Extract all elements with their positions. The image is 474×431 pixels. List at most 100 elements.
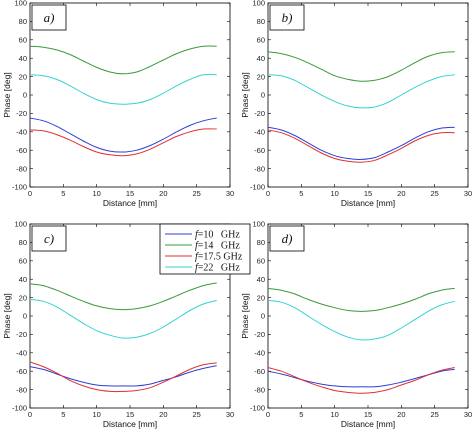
x-tick-label: 30 <box>464 410 472 419</box>
x-tick-label: 20 <box>159 410 167 419</box>
x-tick-label: 10 <box>92 410 100 419</box>
y-tick-label: -20 <box>254 330 265 339</box>
x-tick-label: 15 <box>364 410 372 419</box>
x-tick-label: 20 <box>159 189 167 198</box>
x-tick-label: 0 <box>28 410 32 419</box>
panel-label: b) <box>282 10 293 25</box>
y-tick-label: 20 <box>19 293 27 302</box>
y-tick-label: 40 <box>257 275 265 284</box>
y-tick-label: 0 <box>23 312 27 321</box>
y-tick-label: -100 <box>250 183 265 192</box>
x-tick-label: 20 <box>397 410 405 419</box>
y-axis-label: Phase [deg] <box>240 293 250 338</box>
y-tick-label: -40 <box>254 128 265 137</box>
y-tick-label: -60 <box>16 146 27 155</box>
legend-label: f=17.5 GHz <box>195 252 243 263</box>
panel-label-box <box>269 225 305 252</box>
y-tick-label: 100 <box>14 220 27 229</box>
x-tick-label: 30 <box>464 189 472 198</box>
legend-entry: f=17.5 GHz <box>165 252 243 263</box>
legend-box <box>159 223 251 275</box>
panel-label-box <box>31 225 67 252</box>
y-tick-label: 80 <box>257 238 265 247</box>
panel-b: -100 -80 -60 -40 -20 0 20 40 60 80 100 0 5 10 15 20 25 30… <box>240 0 472 208</box>
series-line <box>267 367 455 394</box>
y-tick-label: -20 <box>254 109 265 118</box>
y-tick-label: 100 <box>252 0 265 8</box>
y-tick-label: -40 <box>16 128 27 137</box>
y-tick-label: 80 <box>19 238 27 247</box>
y-tick-label: 60 <box>257 257 265 266</box>
x-tick-label: 25 <box>192 189 200 198</box>
y-tick-label: -100 <box>12 183 27 192</box>
y-axis-label: Phase [deg] <box>2 72 12 117</box>
y-tick-label: -80 <box>254 385 265 394</box>
series-line <box>267 126 455 160</box>
y-tick-label: 20 <box>257 72 265 81</box>
x-tick-label: 30 <box>226 410 234 419</box>
y-tick-label: 80 <box>19 17 27 26</box>
x-tick-label: 5 <box>61 410 65 419</box>
x-tick-label: 5 <box>299 189 303 198</box>
x-tick-label: 0 <box>266 189 270 198</box>
x-tick-label: 0 <box>266 410 270 419</box>
y-tick-label: -60 <box>254 367 265 376</box>
series-line <box>267 299 455 341</box>
x-tick-label: 10 <box>330 410 338 419</box>
plot-area <box>29 2 231 188</box>
plot-area <box>267 2 469 188</box>
legend-label: f=22 GHz <box>195 263 240 274</box>
panel-label: d) <box>282 231 293 246</box>
x-tick-label: 20 <box>397 189 405 198</box>
y-tick-label: -80 <box>16 385 27 394</box>
y-tick-label: -20 <box>16 109 27 118</box>
series-line <box>29 73 217 105</box>
x-tick-label: 25 <box>192 410 200 419</box>
series-line <box>267 51 455 82</box>
y-tick-label: -40 <box>16 349 27 358</box>
panel-label: a) <box>44 10 55 25</box>
panel-d: -100 -80 -60 -40 -20 0 20 40 60 80 100 0 5 10 15 20 25 30… <box>240 220 472 429</box>
panel-label-box <box>269 4 305 31</box>
x-tick-label: 25 <box>430 189 438 198</box>
x-tick-label: 15 <box>126 189 134 198</box>
y-tick-label: 40 <box>19 54 27 63</box>
x-tick-label: 15 <box>126 410 134 419</box>
y-tick-label: -80 <box>16 164 27 173</box>
y-tick-label: 0 <box>261 91 265 100</box>
y-tick-label: 80 <box>257 17 265 26</box>
y-tick-label: 20 <box>19 72 27 81</box>
panel-a: -100 -80 -60 -40 -20 0 20 40 60 80 100 0 5 10 15 20 25 30… <box>2 0 234 208</box>
y-tick-label: 60 <box>19 36 27 45</box>
y-tick-label: -80 <box>254 164 265 173</box>
x-tick-label: 5 <box>61 189 65 198</box>
y-tick-label: -100 <box>250 404 265 413</box>
x-axis-label: Distance [mm] <box>341 198 395 208</box>
y-tick-label: 40 <box>257 54 265 63</box>
series-line <box>267 129 455 163</box>
x-tick-label: 25 <box>430 410 438 419</box>
y-axis-label: Phase [deg] <box>2 293 12 338</box>
series-line <box>29 117 217 153</box>
plot-area <box>267 223 469 409</box>
x-axis-label: Distance [mm] <box>103 419 157 429</box>
y-tick-label: 60 <box>19 257 27 266</box>
y-tick-label: -60 <box>254 146 265 155</box>
x-tick-label: 0 <box>28 189 32 198</box>
y-tick-label: 60 <box>257 36 265 45</box>
series-line <box>29 128 217 157</box>
y-tick-label: 20 <box>257 293 265 302</box>
x-tick-label: 5 <box>299 410 303 419</box>
x-tick-label: 15 <box>364 189 372 198</box>
y-tick-label: 100 <box>14 0 27 8</box>
y-tick-label: -40 <box>254 349 265 358</box>
series-line <box>29 282 217 311</box>
series-line <box>267 287 455 312</box>
y-tick-label: -60 <box>16 367 27 376</box>
y-tick-label: -100 <box>12 404 27 413</box>
x-tick-label: 10 <box>92 189 100 198</box>
y-tick-label: 40 <box>19 275 27 284</box>
x-axis-label: Distance [mm] <box>103 198 157 208</box>
series-line <box>29 298 217 339</box>
panel-label-box <box>31 4 67 31</box>
